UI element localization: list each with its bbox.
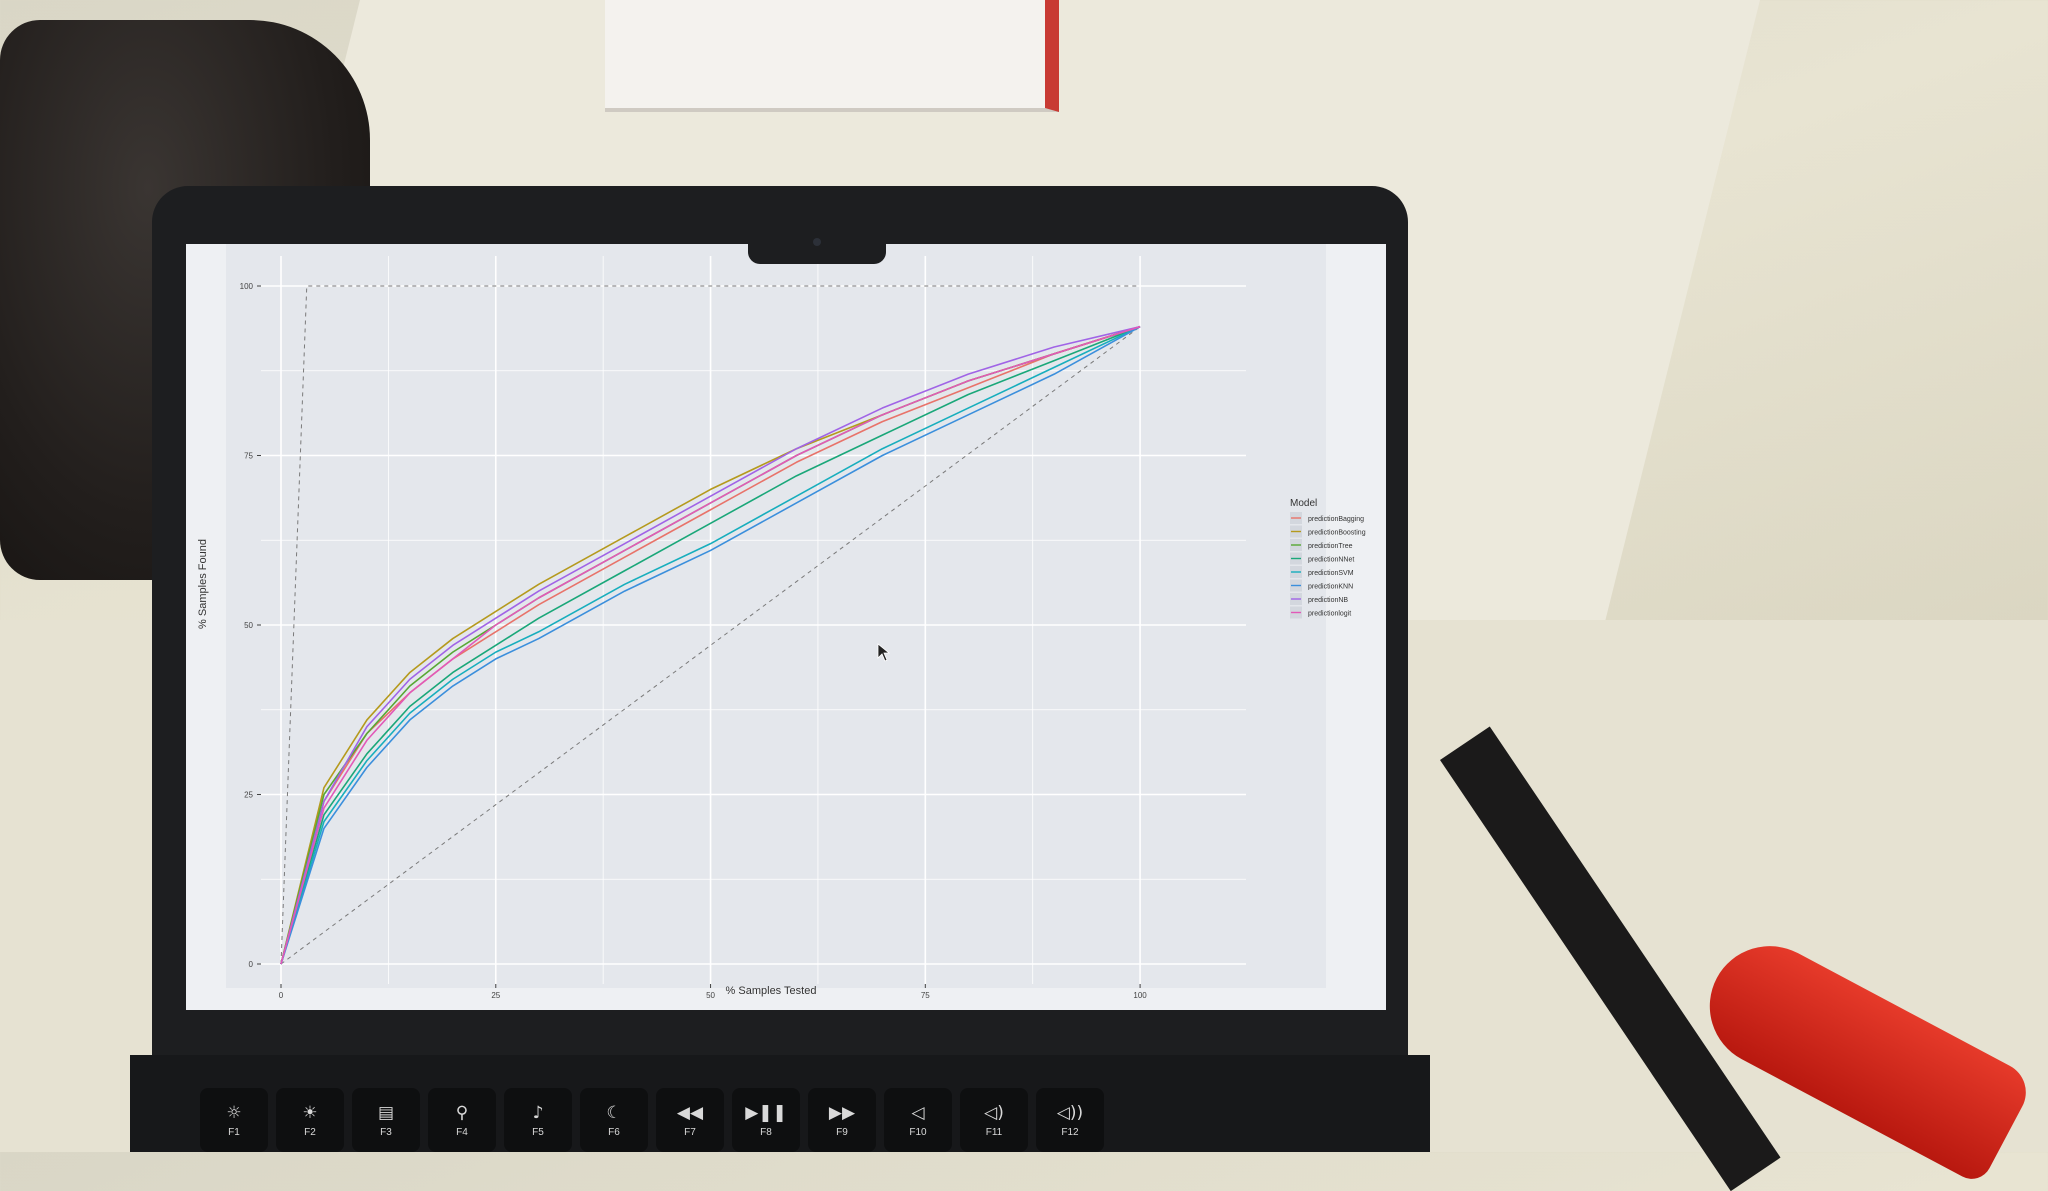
key-label: F6 bbox=[608, 1126, 620, 1138]
series-line-predictionlogit bbox=[280, 325, 1141, 965]
legend-label: predictionNNet bbox=[1308, 557, 1354, 564]
key-label: F3 bbox=[380, 1126, 392, 1138]
key-f1[interactable]: ☼ F1 bbox=[200, 1088, 268, 1152]
search-icon: ⚲ bbox=[455, 1102, 469, 1123]
series-lines bbox=[280, 325, 1141, 965]
key-label: F9 bbox=[836, 1126, 848, 1138]
laptop-screen: 0 25 50 75 100 0 25 50 75 100 % Samples Tested % … bbox=[186, 244, 1386, 1010]
legend-title: Model bbox=[1290, 498, 1317, 509]
y-axis-label: % Samples Found bbox=[197, 539, 209, 629]
key-label: F2 bbox=[304, 1126, 316, 1138]
rewind-icon: ◀◀ bbox=[676, 1102, 704, 1123]
legend-label: predictionKNN bbox=[1308, 584, 1353, 591]
x-tick-label: 0 bbox=[279, 991, 284, 1000]
y-tick-label: 100 bbox=[240, 282, 254, 291]
moon-icon: ☾ bbox=[606, 1102, 622, 1123]
plot-panel bbox=[226, 244, 1326, 988]
volume-up-icon: ◁)) bbox=[1056, 1102, 1084, 1123]
legend: Model predictionBagging predictionBoostin… bbox=[1290, 498, 1366, 619]
key-f8[interactable]: ▶❚❚ F8 bbox=[732, 1088, 800, 1152]
key-label: F8 bbox=[760, 1126, 772, 1138]
key-label: F12 bbox=[1061, 1126, 1079, 1138]
legend-label: predictionBoosting bbox=[1308, 530, 1366, 537]
key-f9[interactable]: ▶▶ F9 bbox=[808, 1088, 876, 1152]
x-axis-label: % Samples Tested bbox=[726, 985, 817, 997]
brightness-down-icon: ☼ bbox=[226, 1102, 242, 1123]
series-line-predictionNB bbox=[280, 325, 1141, 965]
x-tick-label: 50 bbox=[706, 991, 715, 1000]
y-tick-label: 0 bbox=[249, 960, 254, 969]
key-label: F4 bbox=[456, 1126, 468, 1138]
legend-label: predictionTree bbox=[1308, 543, 1353, 550]
key-f6[interactable]: ☾ F6 bbox=[580, 1088, 648, 1152]
camera-icon bbox=[813, 238, 821, 246]
key-f12[interactable]: ◁)) F12 bbox=[1036, 1088, 1104, 1152]
key-label: F10 bbox=[909, 1126, 927, 1138]
play-pause-icon: ▶❚❚ bbox=[745, 1102, 787, 1123]
brightness-up-icon: ☀ bbox=[302, 1102, 318, 1123]
key-label: F1 bbox=[228, 1126, 240, 1138]
series-line-predictionKNN bbox=[280, 325, 1141, 965]
legend-label: predictionBagging bbox=[1308, 516, 1364, 523]
mouse-cursor-icon bbox=[877, 643, 891, 662]
key-label: F5 bbox=[532, 1126, 544, 1138]
booklet bbox=[605, 0, 1059, 112]
legend-label: predictionNB bbox=[1308, 597, 1348, 604]
camera-notch bbox=[748, 224, 886, 264]
reference-lines bbox=[280, 285, 1141, 965]
key-f10[interactable]: ◁ F10 bbox=[884, 1088, 952, 1152]
key-f3[interactable]: ▤ F3 bbox=[352, 1088, 420, 1152]
function-key-row: ☼ F1 ☀ F2 ▤ F3 ⚲ F4 ♪ F5 ☾ F6 ◀◀ F7 ▶❚❚ F8 ▶▶ F9 ◁ F10 ◁) F11… bbox=[200, 1088, 1104, 1152]
y-tick-label: 50 bbox=[244, 621, 253, 630]
reference-line bbox=[280, 326, 1141, 965]
key-label: F11 bbox=[985, 1126, 1003, 1138]
x-tick-label: 25 bbox=[491, 991, 500, 1000]
lift-chart: 0 25 50 75 100 0 25 50 75 100 % Samples Tested % … bbox=[186, 244, 1386, 1010]
x-tick-label: 75 bbox=[921, 991, 930, 1000]
mission-control-icon: ▤ bbox=[377, 1102, 395, 1123]
key-f5[interactable]: ♪ F5 bbox=[504, 1088, 572, 1152]
legend-label: predictionSVM bbox=[1308, 570, 1354, 577]
mute-icon: ◁ bbox=[911, 1102, 925, 1123]
legend-label: predictionlogit bbox=[1308, 611, 1351, 618]
reference-line bbox=[280, 285, 1141, 965]
key-label: F7 bbox=[684, 1126, 696, 1138]
key-f2[interactable]: ☀ F2 bbox=[276, 1088, 344, 1152]
series-line-predictionNNet bbox=[280, 325, 1141, 965]
key-f11[interactable]: ◁) F11 bbox=[960, 1088, 1028, 1152]
grid-lines bbox=[261, 256, 1246, 984]
fast-forward-icon: ▶▶ bbox=[828, 1102, 856, 1123]
axes: 0 25 50 75 100 0 25 50 75 100 bbox=[240, 282, 1148, 1000]
microphone-icon: ♪ bbox=[532, 1102, 544, 1123]
key-f7[interactable]: ◀◀ F7 bbox=[656, 1088, 724, 1152]
key-f4[interactable]: ⚲ F4 bbox=[428, 1088, 496, 1152]
x-tick-label: 100 bbox=[1133, 991, 1147, 1000]
y-tick-label: 25 bbox=[244, 791, 253, 800]
volume-down-icon: ◁) bbox=[984, 1102, 1004, 1123]
y-tick-label: 75 bbox=[244, 452, 253, 461]
series-line-predictionSVM bbox=[280, 325, 1141, 965]
